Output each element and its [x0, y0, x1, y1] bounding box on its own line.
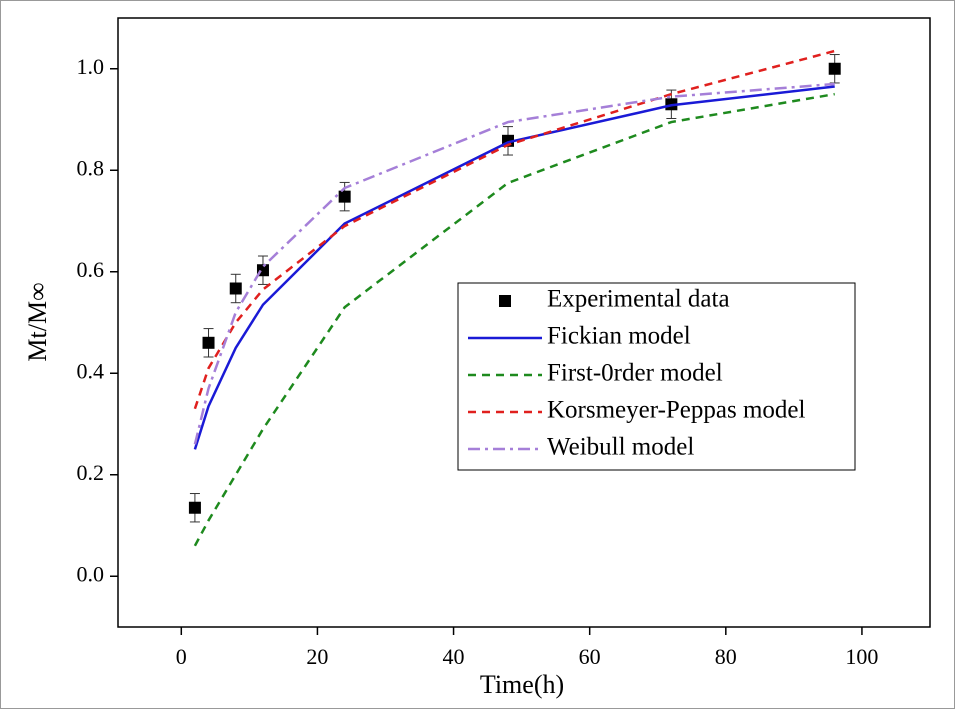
- line-series: [193, 85, 835, 450]
- y-tick-label: 0.2: [77, 460, 105, 485]
- legend-box: [457, 282, 856, 471]
- marker: [828, 62, 841, 75]
- line-series: [193, 49, 836, 410]
- legend-label: Fickian model: [547, 323, 691, 350]
- x-axis-title: Time(h): [480, 670, 564, 699]
- y-tick-label: 0.8: [77, 155, 105, 180]
- line-series: [193, 92, 835, 547]
- x-tick-label: 40: [443, 644, 465, 669]
- y-tick-label: 0.4: [77, 358, 105, 383]
- y-tick-label: 0.0: [77, 561, 105, 586]
- legend-marker: [499, 295, 511, 307]
- marker: [338, 190, 351, 203]
- x-tick-label: 80: [715, 644, 737, 669]
- x-tick-label: 20: [306, 644, 328, 669]
- legend-label: Weibull model: [547, 434, 694, 461]
- legend-label: Experimental data: [547, 286, 730, 313]
- x-tick-label: 0: [176, 644, 187, 669]
- y-axis-title: Mt/M∞: [23, 282, 52, 361]
- y-tick-label: 1.0: [77, 54, 105, 79]
- legend-label: First-0rder model: [547, 360, 723, 387]
- x-tick-label: 100: [845, 644, 878, 669]
- legend-label: Korsmeyer-Peppas model: [547, 397, 806, 424]
- marker: [202, 336, 215, 349]
- marker: [229, 282, 242, 295]
- marker: [502, 134, 515, 147]
- plot-area: [117, 17, 931, 628]
- line-series: [193, 82, 835, 445]
- y-tick-label: 0.6: [77, 257, 105, 282]
- x-tick-label: 60: [579, 644, 601, 669]
- marker: [188, 501, 201, 514]
